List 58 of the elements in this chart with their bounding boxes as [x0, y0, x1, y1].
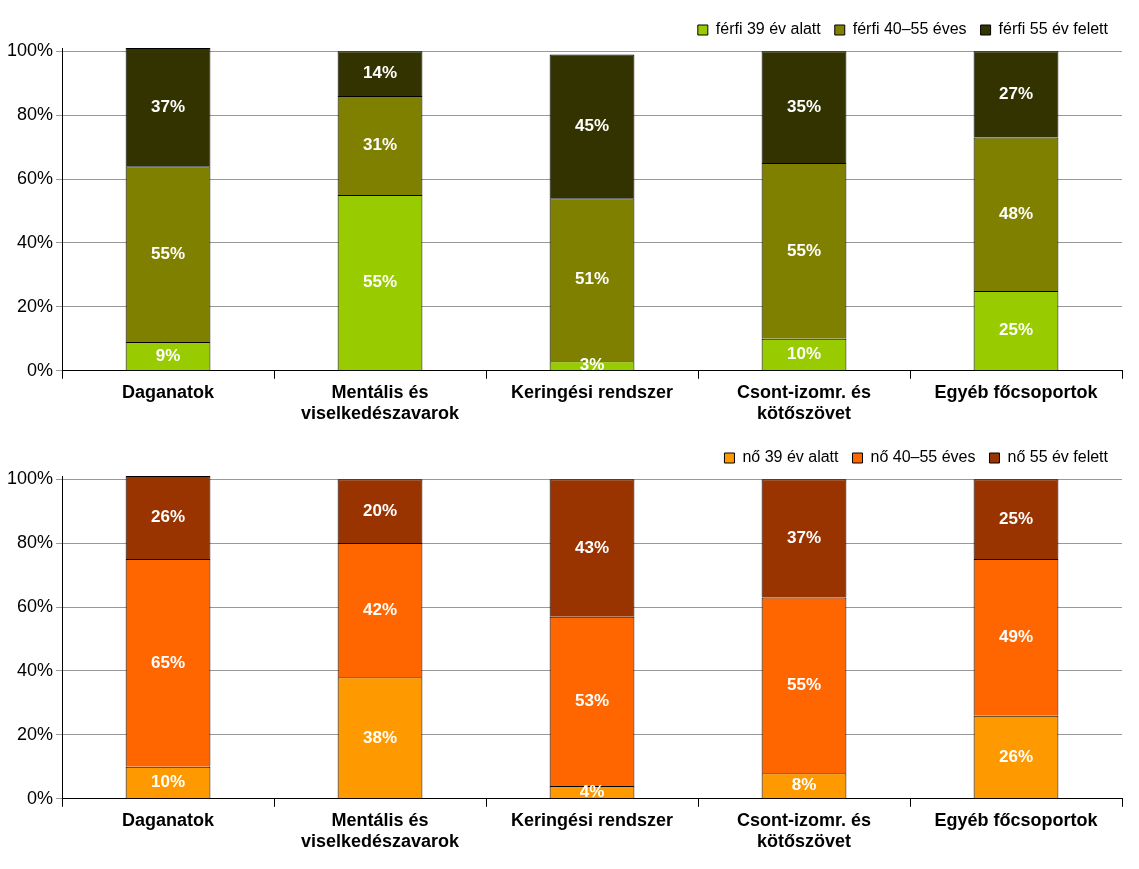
- data-label: 9%: [155, 345, 181, 365]
- data-label: 37%: [151, 96, 186, 116]
- data-label: 53%: [575, 691, 610, 711]
- x-tick-label: Csont-izomr. és kötőszövet: [737, 809, 872, 852]
- data-label: 25%: [998, 320, 1034, 340]
- legend-label: férfi 40–55 éves: [852, 20, 967, 38]
- y-tick-label: 0%: [27, 787, 54, 808]
- y-tick-label: 60%: [17, 596, 54, 617]
- data-label: 45%: [575, 115, 610, 135]
- legend-label: férfi 55 év felett: [998, 20, 1109, 38]
- x-tick-label: Mentális és viselkedészavarok: [300, 381, 461, 424]
- data-label: 3%: [579, 355, 605, 375]
- x-tick-label: Keringési rendszer: [510, 809, 674, 830]
- x-tick-label: Daganatok: [122, 809, 216, 830]
- y-tick-label: 80%: [17, 532, 54, 553]
- y-tick-label: 40%: [17, 231, 54, 252]
- data-label: 43%: [575, 537, 610, 557]
- data-label: 48%: [998, 203, 1034, 223]
- data-label: 49%: [998, 627, 1034, 647]
- data-label: 26%: [151, 507, 186, 527]
- data-label: 31%: [363, 135, 398, 155]
- data-label: 37%: [787, 528, 822, 548]
- legend-label: nő 55 év felett: [1007, 448, 1109, 466]
- data-label: 55%: [787, 240, 822, 260]
- x-tick-label: Egyéb főcsoportok: [934, 381, 1099, 402]
- x-tick-label: Csont-izomr. és kötőszövet: [737, 381, 872, 424]
- data-label: 20%: [363, 500, 398, 520]
- legend-label: nő 40–55 éves: [870, 448, 976, 466]
- data-label: 42%: [363, 599, 398, 619]
- y-tick-label: 20%: [17, 295, 54, 316]
- x-tick-label: Mentális és viselkedészavarok: [300, 809, 461, 852]
- data-label: 26%: [998, 746, 1034, 766]
- y-tick-label: 60%: [17, 168, 54, 189]
- y-tick-label: 40%: [17, 659, 54, 680]
- data-label: 25%: [998, 508, 1034, 528]
- data-label: 10%: [151, 772, 186, 792]
- x-tick-label: Keringési rendszer: [510, 381, 674, 402]
- legend-label: nő 39 év alatt: [742, 448, 840, 466]
- x-tick-label: Daganatok: [122, 381, 216, 402]
- y-tick-label: 100%: [6, 40, 54, 61]
- data-label: 4%: [579, 781, 605, 801]
- data-label: 55%: [363, 272, 398, 292]
- data-label: 55%: [151, 243, 186, 263]
- legend-label: férfi 39 év alatt: [715, 20, 822, 38]
- data-label: 65%: [151, 652, 186, 672]
- x-tick-label: Egyéb főcsoportok: [934, 809, 1099, 830]
- data-label: 38%: [363, 727, 398, 747]
- data-label: 14%: [363, 63, 398, 83]
- data-label: 51%: [575, 269, 610, 289]
- data-label: 8%: [791, 775, 817, 795]
- y-tick-label: 20%: [17, 723, 54, 744]
- data-label: 10%: [787, 344, 822, 364]
- y-tick-label: 0%: [27, 359, 54, 380]
- data-label: 55%: [787, 675, 822, 695]
- y-tick-label: 100%: [6, 468, 54, 489]
- data-label: 27%: [998, 84, 1034, 104]
- data-label: 35%: [787, 96, 822, 116]
- y-tick-label: 80%: [17, 104, 54, 125]
